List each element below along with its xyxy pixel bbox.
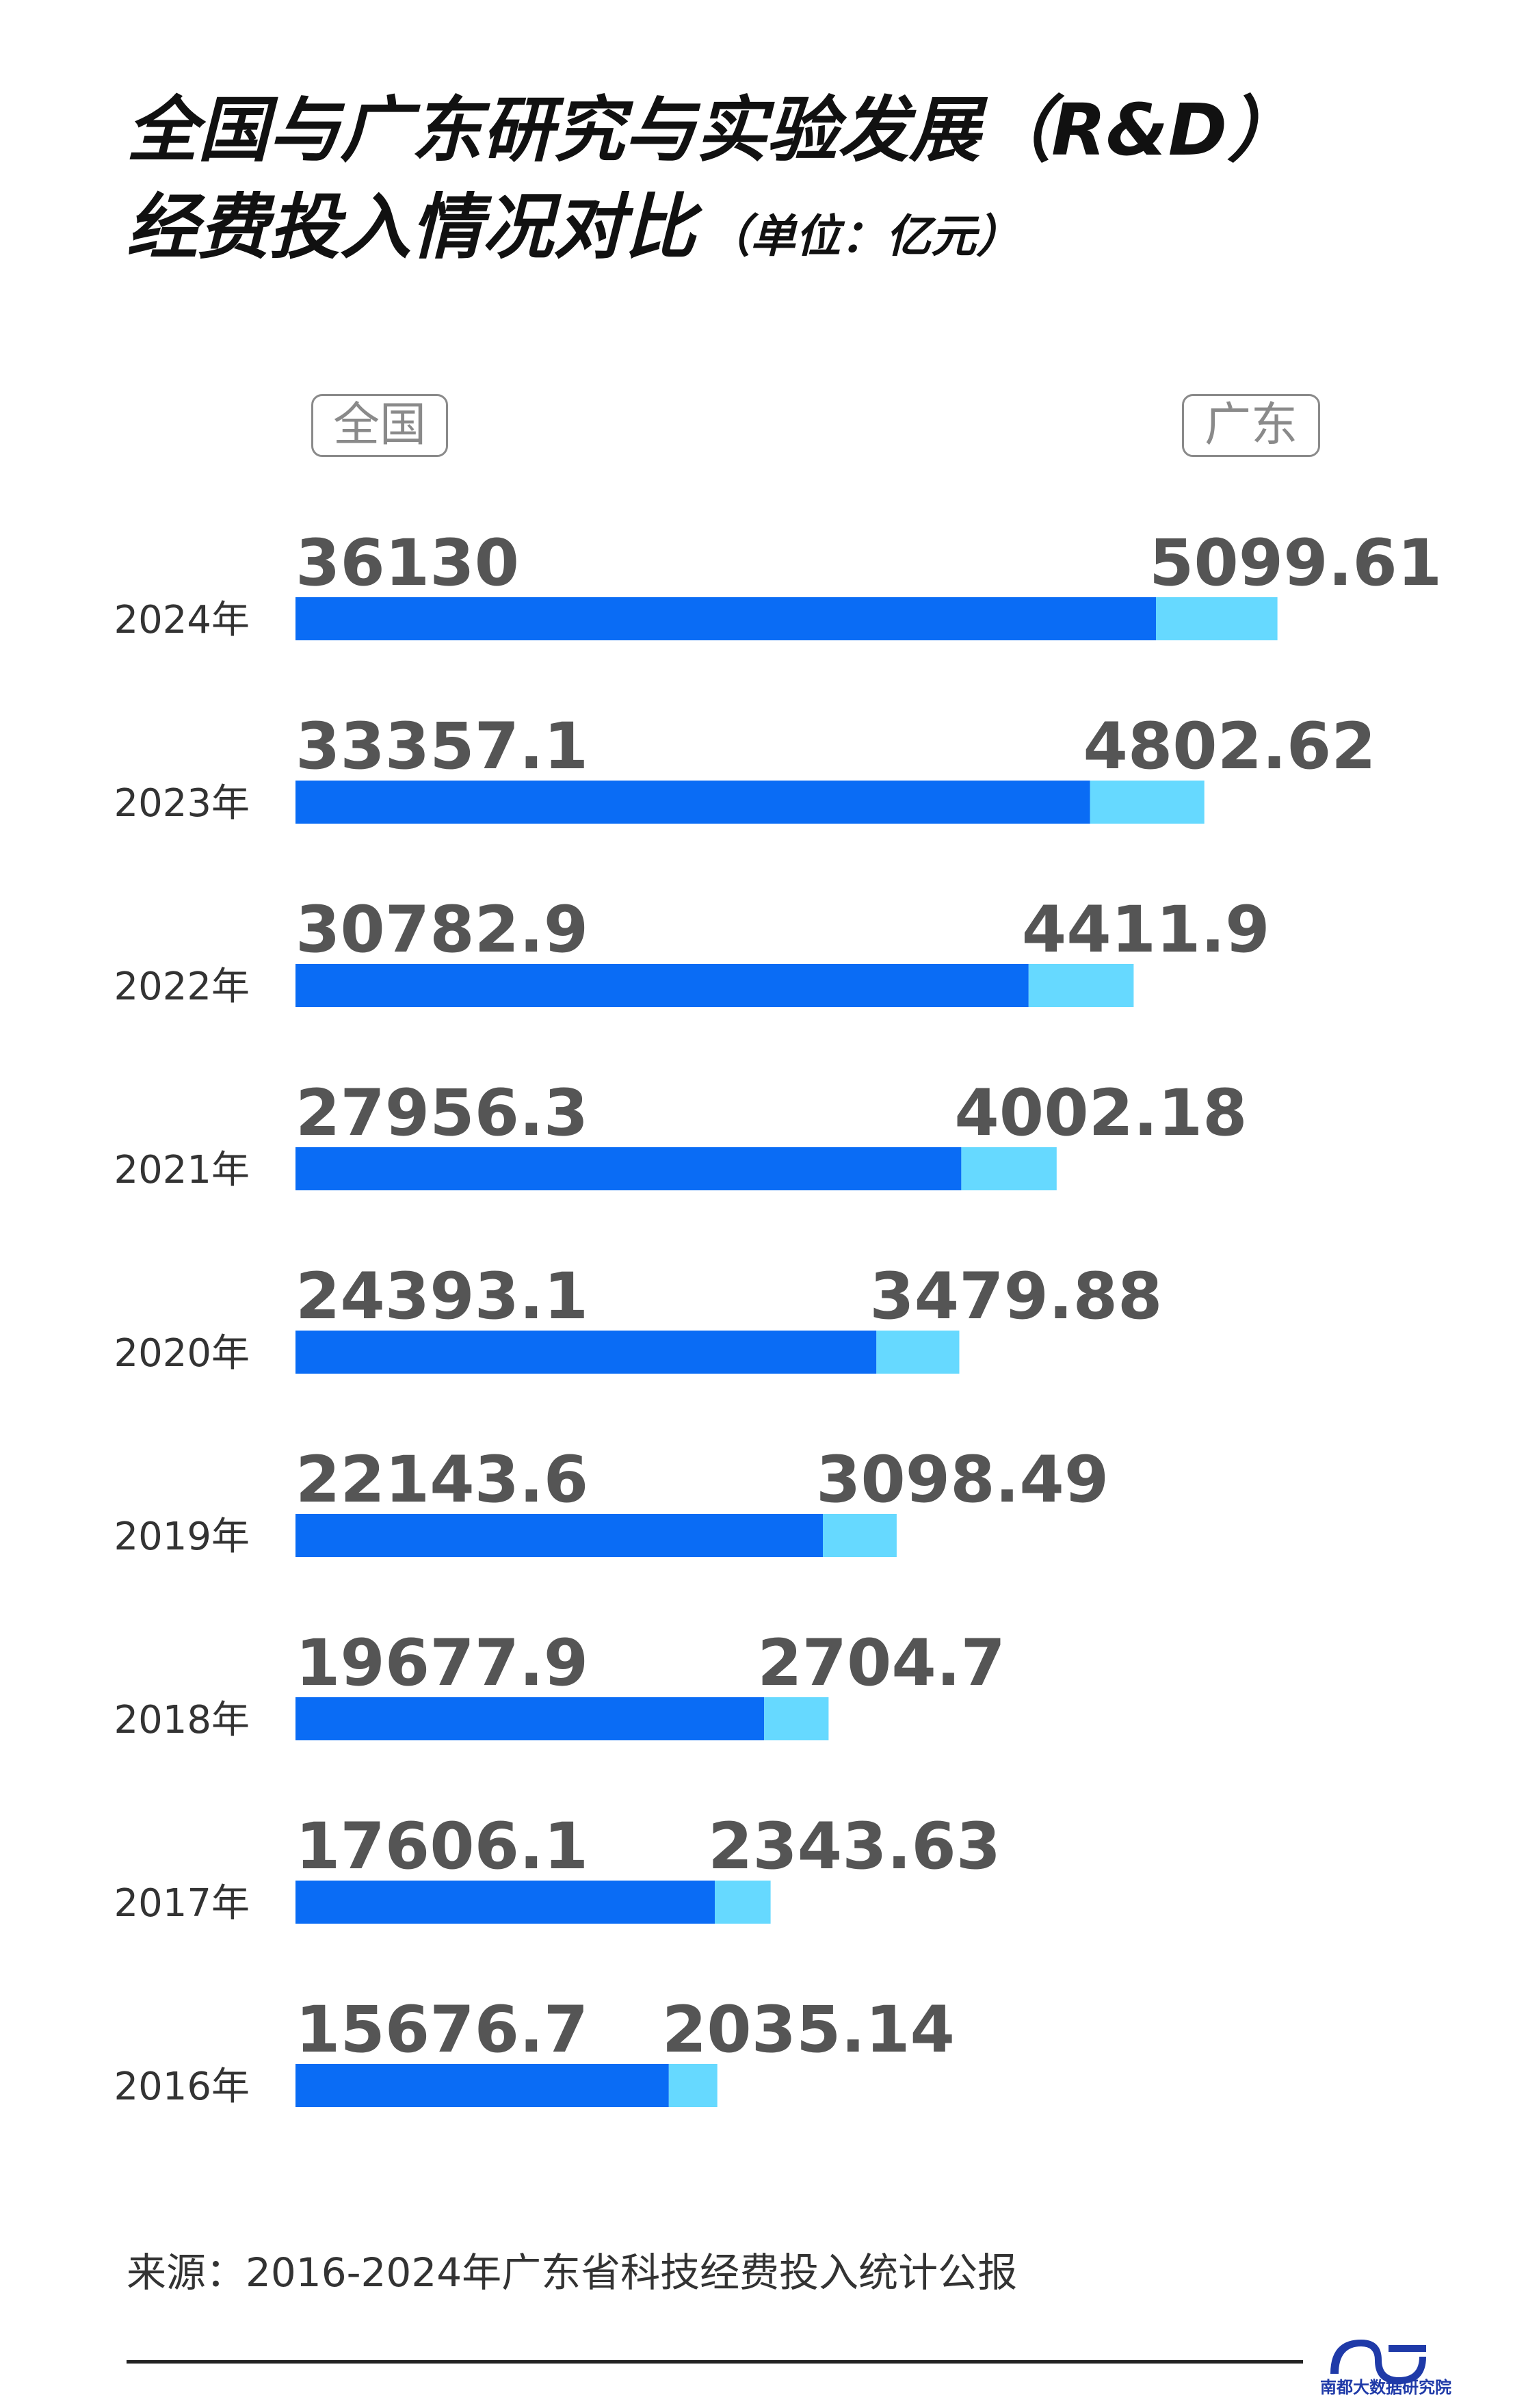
- bar-chart: 2024年 36130 5099.61 2023年 33357.1 4802.62 2022…: [114, 526, 1442, 2109]
- value-label-national: 22143.6: [295, 1443, 588, 1517]
- legend-guangdong: 广东: [1182, 394, 1320, 457]
- value-label-national: 24393.1: [295, 1259, 588, 1334]
- value-label-guangdong: 4802.62: [1083, 709, 1376, 784]
- bar-national: [295, 1881, 715, 1924]
- legend-national: 全国: [311, 394, 448, 457]
- value-label-guangdong: 2343.63: [708, 1809, 1001, 1884]
- chart-title-unit: （单位：亿元）: [705, 210, 1022, 263]
- publisher-logo-icon: [1330, 2340, 1426, 2384]
- year-label: 2022年: [114, 965, 250, 1009]
- value-label-guangdong: 3479.88: [869, 1259, 1162, 1334]
- value-label-guangdong: 2035.14: [662, 1993, 955, 2067]
- value-label-national: 15676.7: [295, 1993, 588, 2067]
- bar-guangdong: [823, 1514, 897, 1557]
- chart-title-line1: 全国与广东研究与实验发展（R&D）: [127, 88, 1299, 172]
- bar-national: [295, 597, 1156, 640]
- bar-national: [295, 964, 1029, 1007]
- value-label-national: 27956.3: [295, 1076, 588, 1151]
- bar-national: [295, 1697, 765, 1740]
- value-label-national: 17606.1: [295, 1809, 588, 1884]
- value-label-guangdong: 3098.49: [816, 1443, 1109, 1517]
- value-label-guangdong: 4411.9: [1022, 893, 1270, 967]
- bar-guangdong: [1090, 781, 1205, 824]
- bar-national: [295, 781, 1090, 824]
- bar-guangdong: [764, 1697, 829, 1740]
- bar-national: [295, 1331, 877, 1374]
- year-label: 2019年: [114, 1515, 250, 1559]
- bar-guangdong: [961, 1147, 1057, 1190]
- bar-guangdong: [876, 1331, 960, 1374]
- bar-guangdong: [1028, 964, 1134, 1007]
- year-label: 2023年: [114, 781, 250, 826]
- value-label-national: 30782.9: [295, 893, 588, 967]
- bar-national: [295, 2064, 669, 2107]
- year-label: 2018年: [114, 1698, 250, 1742]
- value-label-national: 33357.1: [295, 709, 588, 784]
- value-label-national: 36130: [295, 526, 519, 601]
- year-label: 2024年: [114, 598, 250, 642]
- bar-national: [295, 1147, 962, 1190]
- chart-title-line2-text: 经费投入情况对比: [127, 185, 696, 269]
- bar-guangdong: [1156, 597, 1278, 640]
- bar-national: [295, 1514, 823, 1557]
- value-label-guangdong: 5099.61: [1149, 526, 1442, 601]
- publisher-logo-text: 南都大数据研究院: [1320, 2378, 1451, 2397]
- year-label: 2017年: [114, 1881, 250, 1926]
- source-note: 来源：2016-2024年广东省科技经费投入统计公报: [127, 2249, 1018, 2296]
- chart-title-line2: 经费投入情况对比 （单位：亿元）: [127, 192, 1021, 263]
- year-label: 2020年: [114, 1331, 250, 1376]
- value-label-guangdong: 4002.18: [954, 1076, 1247, 1151]
- value-label-guangdong: 2704.7: [757, 1626, 1005, 1701]
- year-label: 2016年: [114, 2065, 250, 2109]
- bar-guangdong: [668, 2064, 718, 2107]
- bar-guangdong: [715, 1881, 771, 1924]
- footer-divider: [127, 2360, 1303, 2364]
- value-label-national: 19677.9: [295, 1626, 588, 1701]
- year-label: 2021年: [114, 1148, 250, 1192]
